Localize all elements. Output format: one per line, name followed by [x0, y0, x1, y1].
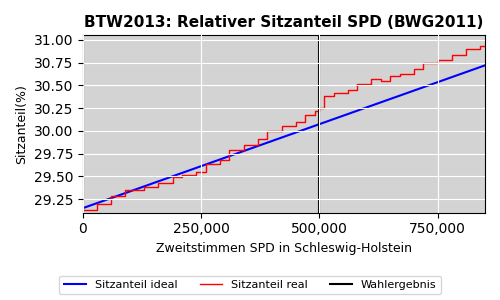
- Sitzanteil real: [240, 144, 246, 147]
- Sitzanteil real: [397, 73, 403, 76]
- Sitzanteil real: [378, 79, 384, 83]
- Sitzanteil real: [388, 74, 394, 78]
- Line: Sitzanteil real: Sitzanteil real: [83, 46, 485, 210]
- Sitzanteil real: [142, 185, 148, 189]
- Sitzanteil real: [179, 173, 185, 176]
- Sitzanteil real: [122, 188, 128, 192]
- Legend: Sitzanteil ideal, Sitzanteil real, Wahlergebnis: Sitzanteil ideal, Sitzanteil real, Wahle…: [59, 276, 441, 294]
- Sitzanteil real: [368, 77, 374, 81]
- Sitzanteil real: [316, 106, 322, 110]
- Sitzanteil real: [434, 58, 440, 62]
- Sitzanteil real: [264, 129, 270, 133]
- Sitzanteil real: [94, 202, 100, 206]
- Sitzanteil real: [478, 44, 484, 48]
- Title: BTW2013: Relativer Sitzanteil SPD (BWG2011): BTW2013: Relativer Sitzanteil SPD (BWG20…: [84, 15, 483, 30]
- Sitzanteil real: [312, 109, 318, 112]
- Sitzanteil real: [482, 44, 488, 48]
- Sitzanteil real: [170, 176, 175, 179]
- Sitzanteil real: [217, 158, 223, 162]
- Sitzanteil real: [449, 53, 455, 57]
- Sitzanteil real: [345, 88, 351, 92]
- Y-axis label: Sitzanteil(%): Sitzanteil(%): [15, 84, 28, 164]
- Sitzanteil real: [203, 162, 209, 165]
- Sitzanteil real: [330, 91, 336, 94]
- Sitzanteil real: [156, 181, 162, 184]
- Sitzanteil real: [411, 67, 417, 71]
- Sitzanteil real: [420, 61, 426, 64]
- Sitzanteil real: [302, 114, 308, 117]
- Sitzanteil real: [354, 82, 360, 85]
- Sitzanteil real: [80, 208, 86, 212]
- X-axis label: Zweitstimmen SPD in Schleswig-Holstein: Zweitstimmen SPD in Schleswig-Holstein: [156, 242, 412, 255]
- Sitzanteil real: [108, 194, 114, 198]
- Sitzanteil real: [463, 47, 469, 51]
- Sitzanteil real: [255, 137, 261, 141]
- Sitzanteil real: [278, 124, 284, 128]
- Sitzanteil real: [321, 94, 327, 98]
- Sitzanteil real: [226, 148, 232, 152]
- Sitzanteil real: [194, 170, 200, 174]
- Sitzanteil real: [292, 120, 298, 124]
